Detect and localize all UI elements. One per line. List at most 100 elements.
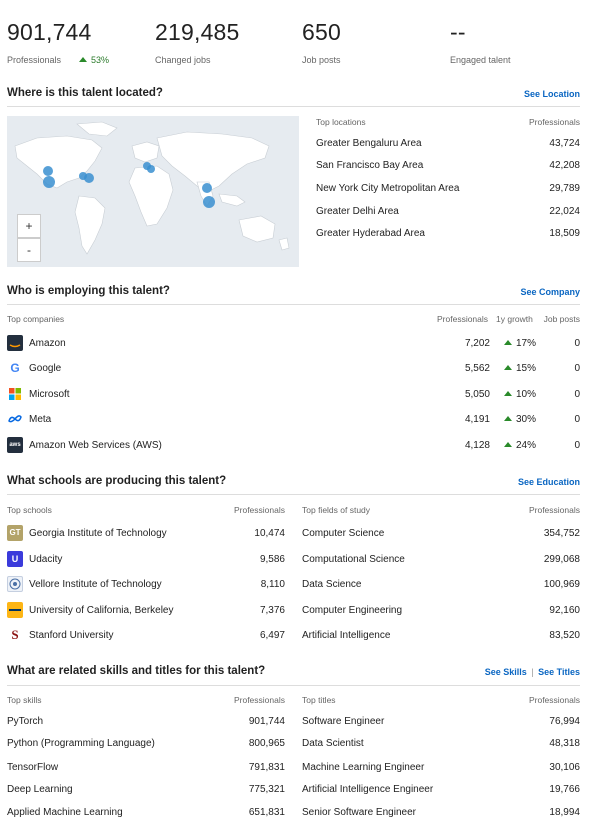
field-value: 92,160 <box>549 605 580 616</box>
school-name[interactable]: Georgia Institute of Technology <box>29 528 167 539</box>
company-professionals: 4,128 <box>464 440 490 451</box>
school-value: 6,497 <box>259 630 285 641</box>
school-name[interactable]: Stanford University <box>29 630 114 641</box>
location-value: 29,789 <box>549 183 580 194</box>
skill-name[interactable]: Deep Learning <box>7 784 73 795</box>
company-job-posts: 0 <box>574 389 580 400</box>
field-value: 299,068 <box>543 554 580 565</box>
skill-name[interactable]: Applied Machine Learning <box>7 807 123 818</box>
title-name[interactable]: Artificial Intelligence Engineer <box>302 784 434 795</box>
company-name[interactable]: Microsoft <box>29 389 70 400</box>
title-value: 19,766 <box>549 784 580 795</box>
arrow-up-icon <box>504 442 512 447</box>
see-location-link[interactable]: See Location <box>523 89 580 99</box>
arrow-up-icon <box>504 340 512 345</box>
title-name[interactable]: Software Engineer <box>302 716 385 727</box>
company-growth: 24% <box>504 440 536 451</box>
school-value: 7,376 <box>259 605 285 616</box>
skill-name[interactable]: TensorFlow <box>7 762 59 773</box>
world-map-graphic <box>14 121 290 255</box>
see-skills-link[interactable]: See Skills <box>484 667 527 677</box>
stat-professionals: 901,744 Professionals 53% <box>7 18 109 65</box>
growth-badge: 53% <box>79 55 109 65</box>
skill-value: 651,831 <box>248 807 285 818</box>
companies-jobs-header: Job posts <box>543 314 580 324</box>
skill-value: 901,744 <box>248 716 285 727</box>
location-name: Greater Bengaluru Area <box>316 138 422 149</box>
stat-value: 219,485 <box>155 19 240 45</box>
zoom-out-button[interactable]: - <box>17 238 41 262</box>
title-name[interactable]: Data Scientist <box>302 738 364 749</box>
school-value: 10,474 <box>254 528 285 539</box>
company-growth: 15% <box>504 363 536 374</box>
location-section-title: Where is this talent located? <box>7 87 163 99</box>
skill-name[interactable]: PyTorch <box>7 716 44 727</box>
world-map[interactable]: + - <box>7 116 299 267</box>
company-growth: 17% <box>504 338 536 349</box>
divider <box>7 106 580 107</box>
company-name[interactable]: Meta <box>29 414 52 425</box>
stat-label: Job posts <box>302 55 341 65</box>
divider <box>7 685 580 686</box>
stat-label: Professionals <box>7 55 62 65</box>
location-value: 43,724 <box>549 138 580 149</box>
see-company-link[interactable]: See Company <box>520 287 580 297</box>
see-titles-link[interactable]: See Titles <box>538 667 580 677</box>
divider <box>7 304 580 305</box>
udacity-logo-icon: U <box>7 551 23 567</box>
skills-value-header: Professionals <box>233 695 285 705</box>
location-value: 22,024 <box>549 206 580 217</box>
company-growth: 10% <box>504 389 536 400</box>
location-name: New York City Metropolitan Area <box>316 183 460 194</box>
school-value: 8,110 <box>260 579 285 590</box>
companies-header: Top companies <box>7 314 65 324</box>
microsoft-logo-icon <box>7 386 23 402</box>
skill-value: 800,965 <box>248 738 285 749</box>
stat-label: Changed jobs <box>155 55 211 65</box>
title-name[interactable]: Senior Software Engineer <box>302 807 416 818</box>
arrow-up-icon <box>79 57 88 62</box>
school-name[interactable]: Udacity <box>29 554 63 565</box>
schools-header: Top schools <box>7 505 52 515</box>
locations-header: Top locations <box>316 117 366 127</box>
company-name[interactable]: Amazon <box>29 338 66 349</box>
titles-value-header: Professionals <box>528 695 580 705</box>
zoom-in-button[interactable]: + <box>17 214 41 238</box>
stat-job-posts: 650 Job posts <box>302 18 341 65</box>
title-value: 76,994 <box>549 716 580 727</box>
amazon-logo-icon <box>7 335 23 351</box>
location-name: Greater Delhi Area <box>316 206 399 217</box>
arrow-up-icon <box>504 365 512 370</box>
arrow-up-icon <box>504 416 512 421</box>
school-name[interactable]: Vellore Institute of Technology <box>29 579 162 590</box>
location-value: 42,208 <box>549 160 580 171</box>
company-name[interactable]: Google <box>29 363 62 374</box>
company-job-posts: 0 <box>574 363 580 374</box>
stat-label: Engaged talent <box>450 55 511 65</box>
berkeley-logo-icon <box>7 602 23 618</box>
field-name: Computational Science <box>302 554 405 565</box>
field-name: Artificial Intelligence <box>302 630 391 641</box>
georgia-tech-logo-icon: GT <box>7 525 23 541</box>
link-separator: | <box>531 667 534 677</box>
company-job-posts: 0 <box>574 440 580 451</box>
company-professionals: 4,191 <box>464 414 490 425</box>
company-job-posts: 0 <box>574 338 580 349</box>
google-logo-icon: G <box>7 360 23 376</box>
field-name: Computer Science <box>302 528 385 539</box>
arrow-up-icon <box>504 391 512 396</box>
company-name[interactable]: Amazon Web Services (AWS) <box>29 440 162 451</box>
company-job-posts: 0 <box>574 414 580 425</box>
locations-value-header: Professionals <box>528 117 580 127</box>
skill-value: 791,831 <box>248 762 285 773</box>
school-name[interactable]: University of California, Berkeley <box>29 605 174 616</box>
meta-logo-icon <box>7 411 23 427</box>
schools-value-header: Professionals <box>233 505 285 515</box>
title-name[interactable]: Machine Learning Engineer <box>302 762 425 773</box>
map-markers <box>43 162 215 208</box>
see-education-link[interactable]: See Education <box>517 477 580 487</box>
title-value: 30,106 <box>549 762 580 773</box>
skills-section-title: What are related skills and titles for t… <box>7 665 266 677</box>
vit-logo-icon <box>7 576 23 592</box>
skill-name[interactable]: Python (Programming Language) <box>7 738 155 749</box>
